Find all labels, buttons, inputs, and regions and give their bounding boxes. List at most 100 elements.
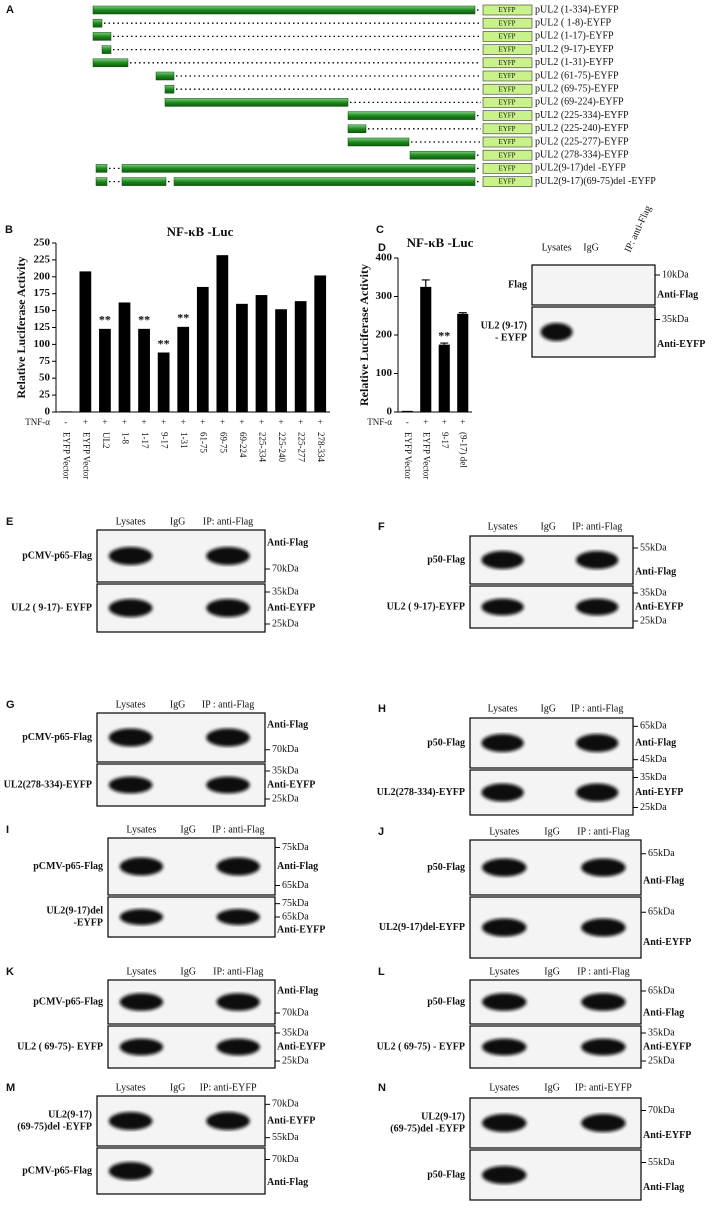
panel-letter: N xyxy=(378,1082,386,1094)
lane-header: IP : anti-Flag xyxy=(571,703,623,714)
x-tick-label: 278-334 xyxy=(316,432,326,462)
y-tick-label: 225 xyxy=(34,253,51,265)
size-marker: 10kDa xyxy=(662,269,689,280)
x-tick-label: 225-277 xyxy=(297,432,307,462)
construct-bar xyxy=(101,45,112,54)
protein-band xyxy=(575,551,619,569)
lane-header: IgG xyxy=(170,1082,186,1093)
protein-band xyxy=(481,918,527,937)
protein-band xyxy=(119,909,164,925)
antibody-label: Anti-Flag xyxy=(267,1177,308,1188)
antibody-label: Anti-EYFP xyxy=(267,1115,315,1126)
size-marker: 35kDa xyxy=(640,587,667,598)
protein-band xyxy=(575,598,619,616)
protein-band xyxy=(481,1166,527,1184)
size-marker: 35kDa xyxy=(272,586,299,597)
row-label: pCMV-p65-Flag xyxy=(33,861,103,872)
tnf-sign: + xyxy=(318,417,323,427)
blot-box xyxy=(531,264,656,306)
row-label: (69-75)del -EYFP xyxy=(17,1121,92,1132)
row-label: UL2(9-17)del xyxy=(46,905,103,916)
eyfp-box xyxy=(482,4,533,16)
x-tick-label: EYFP Vector xyxy=(403,432,413,479)
size-marker: 65kDa xyxy=(648,985,675,996)
size-marker: 70kDa xyxy=(648,1105,675,1116)
eyfp-tag: EYFP xyxy=(498,165,515,173)
lane-header: IP: anti-EYFP xyxy=(200,1082,257,1093)
x-tick-label: EYFP Vector xyxy=(81,432,91,479)
protein-band xyxy=(481,598,524,616)
tnf-sign: + xyxy=(102,417,107,427)
construct-label: pUL2 (9-17)-EYFP xyxy=(535,44,614,55)
eyfp-tag: EYFP xyxy=(498,138,515,146)
protein-band xyxy=(108,1112,153,1130)
construct-label: pUL2(9-17)del -EYFP xyxy=(535,163,626,174)
antibody-label: Anti-Flag xyxy=(635,566,676,577)
eyfp-tag: EYFP xyxy=(498,112,515,120)
antibody-label: Anti-EYFP xyxy=(635,787,683,798)
protein-band xyxy=(108,599,153,617)
construct-label: pUL2 (1-334)-EYFP xyxy=(535,4,619,15)
x-tick-label: 69-75 xyxy=(218,432,228,453)
eyfp-tag: EYFP xyxy=(498,72,515,80)
lane-header: IgG xyxy=(540,703,556,714)
protein-band xyxy=(216,1038,260,1056)
construct-bar xyxy=(409,150,476,160)
y-tick-label: 250 xyxy=(34,237,51,249)
panel-letter: J xyxy=(378,826,384,838)
y-tick-label: 150 xyxy=(34,304,51,316)
row-label: (69-75)del -EYFP xyxy=(390,1123,465,1134)
y-tick-label: 175 xyxy=(34,287,51,299)
protein-band xyxy=(108,1162,153,1180)
tnf-sign: + xyxy=(239,417,244,427)
antibody-label: Anti-Flag xyxy=(643,876,684,887)
protein-band xyxy=(108,547,153,565)
eyfp-tag: EYFP xyxy=(498,6,515,14)
antibody-label: Anti-EYFP xyxy=(267,779,315,790)
panel-letter: E xyxy=(6,516,13,528)
size-marker: 25kDa xyxy=(640,802,667,813)
y-tick-label: 100 xyxy=(34,338,51,350)
size-marker: 65kDa xyxy=(282,911,309,922)
row-label: UL2(9-17) xyxy=(421,1111,465,1122)
bar xyxy=(157,352,170,412)
antibody-label: Anti-EYFP xyxy=(643,937,691,948)
size-marker: 55kDa xyxy=(272,1132,299,1143)
protein-band xyxy=(581,918,626,937)
protein-band xyxy=(119,993,164,1011)
size-marker: 70kDa xyxy=(272,1099,299,1110)
antibody-label: Anti-EYFP xyxy=(643,1130,691,1141)
protein-band xyxy=(206,547,250,565)
y-tick-label: 200 xyxy=(34,270,51,282)
row-label: UL2(278-334)-EYFP xyxy=(377,787,465,798)
lane-header: Lysates xyxy=(489,826,519,837)
construct-label: pUL2 (69-224)-EYFP xyxy=(535,97,624,108)
lane-header: IgG xyxy=(544,826,560,837)
protein-band xyxy=(540,323,573,341)
size-marker: 25kDa xyxy=(282,1055,309,1066)
lane-header: IgG xyxy=(170,516,186,527)
x-tick-label: UL2 xyxy=(101,432,111,449)
row-label: UL2 (9-17) xyxy=(481,320,527,331)
row-label: p50-Flag xyxy=(427,737,465,748)
bar xyxy=(420,286,432,412)
bar xyxy=(59,411,72,412)
bar xyxy=(99,328,111,412)
x-tick-label: 1-17 xyxy=(140,432,150,449)
error-bar xyxy=(458,312,467,314)
lane-header: Lysates xyxy=(489,966,519,977)
size-marker: 55kDa xyxy=(648,1157,675,1168)
eyfp-tag: EYFP xyxy=(498,178,515,186)
antibody-label: Anti-Flag xyxy=(657,289,698,300)
tnf-sign: + xyxy=(122,417,127,427)
tnf-sign: - xyxy=(406,417,409,427)
eyfp-box xyxy=(482,70,533,82)
protein-band xyxy=(119,857,164,876)
y-axis-label: Relative Luciferase Activity xyxy=(357,264,371,406)
construct-bar xyxy=(92,58,129,68)
y-tick-label: 0 xyxy=(45,406,51,418)
row-label: pCMV-p65-Flag xyxy=(22,732,92,743)
row-label: pCMV-p65-Flag xyxy=(22,550,92,561)
panel-letter: I xyxy=(6,824,9,836)
lane-header: Lysates xyxy=(542,242,572,253)
